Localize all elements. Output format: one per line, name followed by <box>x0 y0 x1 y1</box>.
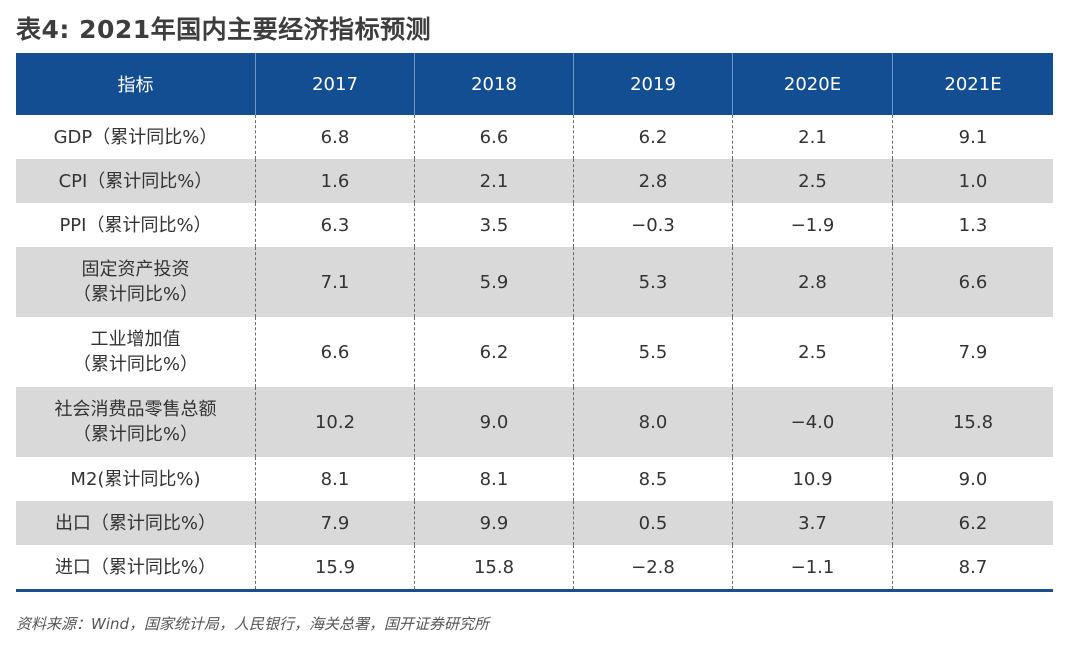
row-label-line: 固定资产投资 <box>81 259 190 280</box>
table-header-row: 指标 2017 2018 2019 2020E 2021E <box>16 53 1053 115</box>
table-cell: 3.7 <box>733 501 893 545</box>
row-label: 进口（累计同比%） <box>16 545 256 589</box>
table-cell: −4.0 <box>733 387 893 457</box>
table-cell: −0.3 <box>574 203 733 247</box>
table-row-industrial-value-added: 工业增加值 （累计同比%） 6.6 6.2 5.5 2.5 7.9 <box>16 317 1053 387</box>
table-cell: 15.8 <box>952 411 994 433</box>
table-cell: 7.1 <box>256 247 415 317</box>
table-row-imports: 进口（累计同比%） 15.9 15.8 −2.8 −1.1 8.7 <box>16 545 1053 589</box>
row-label-line: 社会消费品零售总额 <box>54 399 217 420</box>
table-cell: 8.1 <box>415 457 574 501</box>
row-label: 社会消费品零售总额 （累计同比%） <box>16 387 256 457</box>
table-cell: −2.8 <box>574 545 733 589</box>
table-title: 表4: 2021年国内主要经济指标预测 <box>16 15 432 44</box>
table-cell: 5.3 <box>574 247 733 317</box>
table-cell: 10.2 <box>256 387 415 457</box>
row-label: 工业增加值 （累计同比%） <box>16 317 256 387</box>
table-cell: 5.9 <box>415 247 574 317</box>
table-cell: 8.1 <box>256 457 415 501</box>
row-label-line: 出口（累计同比%） <box>54 512 217 534</box>
table-row-exports: 出口（累计同比%） 7.9 9.9 0.5 3.7 6.2 <box>16 501 1053 545</box>
row-label: PPI（累计同比%） <box>16 203 256 247</box>
header-2021e: 2021E <box>944 73 1002 95</box>
row-label-line: CPI（累计同比%） <box>58 170 213 192</box>
table-cell: −1.1 <box>733 545 893 589</box>
row-label: 出口（累计同比%） <box>16 501 256 545</box>
table-cell: 6.8 <box>256 115 415 159</box>
table-cell: 8.0 <box>574 387 733 457</box>
table-cell: 1.0 <box>958 170 988 192</box>
table-cell: 7.9 <box>256 501 415 545</box>
table-cell: 8.5 <box>574 457 733 501</box>
table-cell: 8.7 <box>958 556 988 578</box>
row-label: GDP（累计同比%） <box>16 115 256 159</box>
row-label-line: PPI（累计同比%） <box>59 214 212 236</box>
row-label-line: 工业增加值 <box>90 329 181 350</box>
row-label: M2(累计同比%) <box>16 457 256 501</box>
table-cell: −1.9 <box>733 203 893 247</box>
table-cell: 2.5 <box>733 159 893 203</box>
row-label: CPI（累计同比%） <box>16 159 256 203</box>
table-cell: 7.9 <box>958 341 988 363</box>
header-2017: 2017 <box>256 53 415 115</box>
row-label-line: GDP（累计同比%） <box>53 126 218 148</box>
row-label-line: （累计同比%） <box>72 354 199 375</box>
table-cell: 9.0 <box>958 468 988 490</box>
table-cell: 6.3 <box>256 203 415 247</box>
table-cell: 6.6 <box>415 115 574 159</box>
table-cell: 6.6 <box>256 317 415 387</box>
table-cell: 6.6 <box>958 271 988 293</box>
table-cell: 9.0 <box>415 387 574 457</box>
table-cell: 6.2 <box>574 115 733 159</box>
table-cell: 2.1 <box>733 115 893 159</box>
row-label-line: 进口（累计同比%） <box>54 556 217 578</box>
table-cell: 2.1 <box>415 159 574 203</box>
table-row-cpi: CPI（累计同比%） 1.6 2.1 2.8 2.5 1.0 <box>16 159 1053 203</box>
table-cell: 0.5 <box>574 501 733 545</box>
table-cell: 9.1 <box>958 126 988 148</box>
table-cell: 2.8 <box>733 247 893 317</box>
table-cell: 1.3 <box>958 214 988 236</box>
economic-indicators-table: 指标 2017 2018 2019 2020E 2021E GDP（累计同比%）… <box>16 53 1053 592</box>
header-2020e: 2020E <box>733 53 893 115</box>
table-cell: 6.2 <box>415 317 574 387</box>
table-cell: 6.2 <box>958 512 988 534</box>
table-cell: 15.8 <box>415 545 574 589</box>
table-cell: 1.6 <box>256 159 415 203</box>
table-row-fixed-asset-investment: 固定资产投资 （累计同比%） 7.1 5.9 5.3 2.8 6.6 <box>16 247 1053 317</box>
table-row-retail-sales: 社会消费品零售总额 （累计同比%） 10.2 9.0 8.0 −4.0 15.8 <box>16 387 1053 457</box>
source-note: 资料来源：Wind，国家统计局，人民银行，海关总署，国开证券研究所 <box>16 615 490 633</box>
table-row-m2: M2(累计同比%) 8.1 8.1 8.5 10.9 9.0 <box>16 457 1053 501</box>
table-row-ppi: PPI（累计同比%） 6.3 3.5 −0.3 −1.9 1.3 <box>16 203 1053 247</box>
table-cell: 9.9 <box>415 501 574 545</box>
table-cell: 2.5 <box>733 317 893 387</box>
table-cell: 5.5 <box>574 317 733 387</box>
table-row-gdp: GDP（累计同比%） 6.8 6.6 6.2 2.1 9.1 <box>16 115 1053 159</box>
header-2019: 2019 <box>574 53 733 115</box>
header-2018: 2018 <box>415 53 574 115</box>
table-cell: 3.5 <box>415 203 574 247</box>
table-cell: 15.9 <box>256 545 415 589</box>
row-label-line: M2(累计同比%) <box>70 468 201 490</box>
row-label-line: （累计同比%） <box>72 284 199 305</box>
table-cell: 2.8 <box>574 159 733 203</box>
table-cell: 10.9 <box>733 457 893 501</box>
header-indicator: 指标 <box>16 53 256 115</box>
row-label-line: （累计同比%） <box>72 424 199 445</box>
row-label: 固定资产投资 （累计同比%） <box>16 247 256 317</box>
